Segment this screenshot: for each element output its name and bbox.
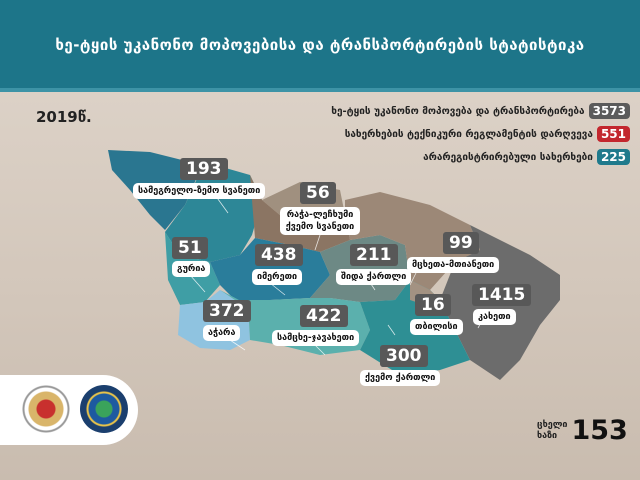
hotline-number: 153 bbox=[571, 415, 628, 446]
ministry-seal-logo bbox=[22, 385, 70, 433]
region-name: მცხეთა-მთიანეთი bbox=[407, 257, 500, 273]
region-value: 1415 bbox=[472, 284, 532, 306]
hotline: ცხელი ხაზი 153 bbox=[537, 415, 628, 446]
region-name: სამეგრელო-ზემო სვანეთი bbox=[133, 183, 266, 199]
region-name: კახეთი bbox=[473, 309, 516, 325]
region-name: სამცხე-ჯავახეთი bbox=[272, 330, 360, 346]
header-banner: ხე-ტყის უკანონო მოპოვებისა და ტრანსპორტი… bbox=[0, 0, 640, 92]
region-value: 16 bbox=[415, 294, 451, 316]
hotline-label-line1: ცხელი bbox=[537, 419, 568, 430]
legend-item-illegal-logging: ხე-ტყის უკანონო მოპოვება და ტრანსპორტირე… bbox=[331, 103, 630, 119]
legend-value: 551 bbox=[596, 126, 630, 142]
legend-label: სახერხების ტექნიკური რეგლამენტის დარღვევ… bbox=[344, 128, 593, 140]
logos-panel bbox=[0, 375, 138, 445]
region-value: 193 bbox=[180, 158, 228, 180]
region-value: 438 bbox=[255, 244, 303, 266]
legend-item-sawmill-violations: სახერხების ტექნიკური რეგლამენტის დარღვევ… bbox=[345, 126, 630, 142]
region-value: 51 bbox=[172, 237, 208, 259]
region-name: ქვემო ქართლი bbox=[360, 370, 441, 386]
legend-value: 225 bbox=[596, 149, 630, 165]
legend-item-unregistered-sawmills: არარეგისტრირებული სახერხები 225 bbox=[423, 149, 630, 165]
agency-seal-logo bbox=[80, 385, 128, 433]
region-name: რაჭა-ლეჩხუმი ქვემო სვანეთი bbox=[280, 207, 360, 235]
hotline-label: ცხელი ხაზი bbox=[537, 420, 567, 442]
legend-value: 3573 bbox=[588, 103, 630, 119]
region-value: 99 bbox=[443, 232, 479, 254]
region-value: 56 bbox=[300, 182, 336, 204]
region-value: 300 bbox=[380, 345, 428, 367]
region-value: 211 bbox=[350, 244, 398, 266]
region-name: აჭარა bbox=[203, 325, 241, 341]
legend-label: ხე-ტყის უკანონო მოპოვება და ტრანსპორტირე… bbox=[331, 105, 585, 117]
legend-label: არარეგისტრირებული სახერხები bbox=[423, 151, 593, 163]
hotline-label-line2: ხაზი bbox=[537, 430, 558, 441]
region-name: თბილისი bbox=[410, 319, 463, 335]
year-label: 2019წ. bbox=[36, 108, 92, 126]
region-name: გურია bbox=[172, 261, 211, 277]
page-title: ხე-ტყის უკანონო მოპოვებისა და ტრანსპორტი… bbox=[55, 36, 585, 54]
region-name: იმერეთი bbox=[252, 269, 303, 285]
region-value: 422 bbox=[300, 305, 348, 327]
region-value: 372 bbox=[203, 300, 251, 322]
region-name: შიდა ქართლი bbox=[336, 269, 412, 285]
